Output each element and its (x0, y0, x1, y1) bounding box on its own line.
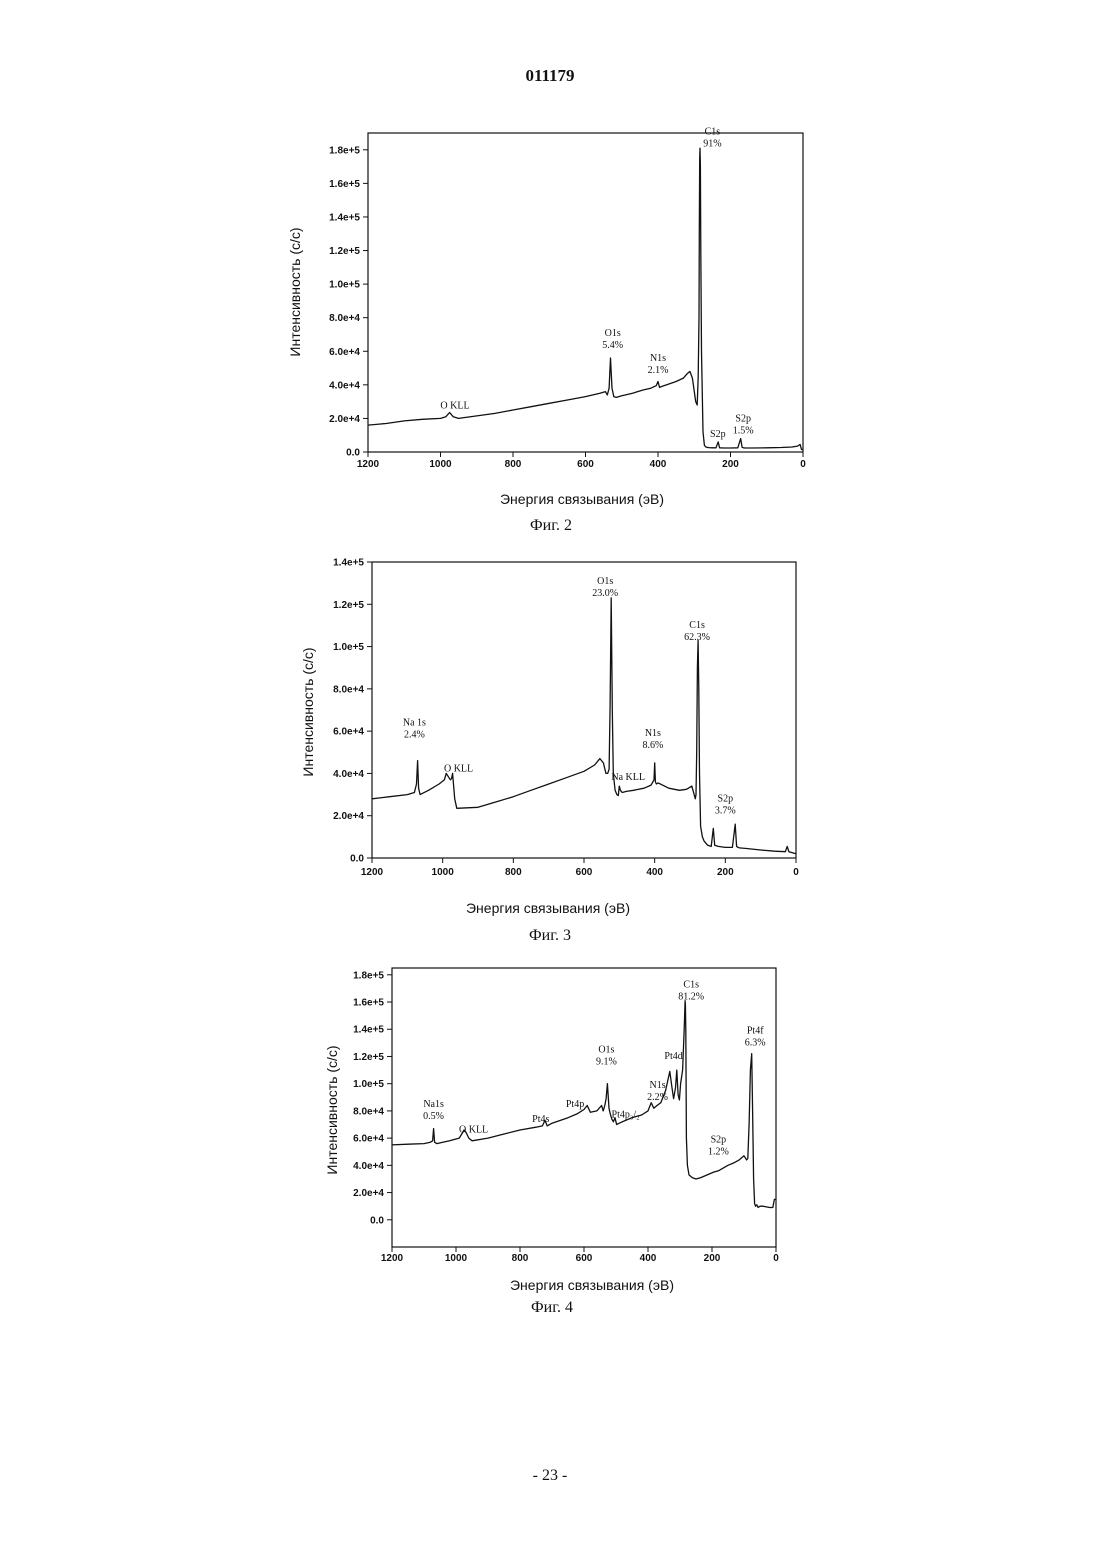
y-tick-label: 1.6e+5 (353, 998, 384, 1009)
peak-annotation: S2p1.2% (708, 1134, 729, 1157)
peak-annotation: Pt4s (532, 1114, 549, 1125)
figure-caption: Фиг. 4 (531, 1299, 573, 1316)
y-tick-label: 6.0e+4 (353, 1134, 384, 1145)
x-tick-label: 0 (773, 1253, 779, 1264)
peak-annotation: N1s2.2% (647, 1080, 668, 1103)
y-tick-label: 1.2e+5 (353, 1052, 384, 1063)
y-tick-label: 0.0 (370, 1215, 384, 1226)
y-axis-label: Интенсивность (с/с) (324, 1045, 340, 1174)
peak-annotation-line: O KLL (459, 1125, 488, 1136)
x-tick-label: 400 (640, 1253, 657, 1264)
peak-annotation-line: C1s (683, 979, 699, 990)
peak-annotation: C1s81.2% (678, 979, 704, 1002)
peak-annotation-line: 0.5% (423, 1111, 444, 1122)
peak-annotation-line: Pt4p₃/₂ (612, 1110, 640, 1121)
peak-annotation-line: Pt4f (747, 1026, 764, 1037)
peak-annotation-line: N1s (650, 1080, 666, 1091)
peak-annotation-line: 1.2% (708, 1146, 729, 1157)
peak-annotation: Pt4p (566, 1099, 584, 1110)
peak-annotation-line: 9.1% (596, 1057, 617, 1068)
peak-annotation-line: Pt4d (664, 1051, 682, 1062)
peak-annotation: O1s9.1% (596, 1045, 617, 1068)
y-tick-label: 1.8e+5 (353, 970, 384, 981)
peak-annotation-line: Na1s (423, 1099, 444, 1110)
y-tick-label: 2.0e+4 (353, 1188, 384, 1199)
peak-annotation-line: 2.2% (647, 1092, 668, 1103)
x-tick-label: 600 (576, 1253, 593, 1264)
y-tick-label: 4.0e+4 (353, 1161, 384, 1172)
x-axis-label: Энергия связывания (эВ) (510, 1277, 674, 1293)
x-tick-label: 1200 (381, 1253, 404, 1264)
y-tick-label: 8.0e+4 (353, 1106, 384, 1117)
x-tick-label: 1000 (445, 1253, 468, 1264)
peak-annotation: Pt4d (664, 1051, 682, 1062)
peak-annotation-line: 81.2% (678, 991, 704, 1002)
peak-annotation: Pt4p₃/₂ (612, 1110, 640, 1121)
peak-annotation-line: Pt4p (566, 1099, 584, 1110)
y-tick-label: 1.0e+5 (353, 1079, 384, 1090)
peak-annotation-line: O1s (598, 1045, 614, 1056)
peak-annotation: O KLL (459, 1125, 488, 1136)
x-tick-label: 200 (704, 1253, 721, 1264)
page-number: - 23 - (0, 1467, 1100, 1485)
peak-annotation-line: Pt4s (532, 1114, 549, 1125)
peak-annotation: Na1s0.5% (423, 1099, 444, 1122)
y-tick-label: 1.4e+5 (353, 1025, 384, 1036)
peak-annotation-line: S2p (711, 1134, 727, 1145)
peak-annotation: Pt4f6.3% (745, 1026, 766, 1049)
peak-annotation-line: 6.3% (745, 1038, 766, 1049)
x-tick-label: 800 (512, 1253, 529, 1264)
